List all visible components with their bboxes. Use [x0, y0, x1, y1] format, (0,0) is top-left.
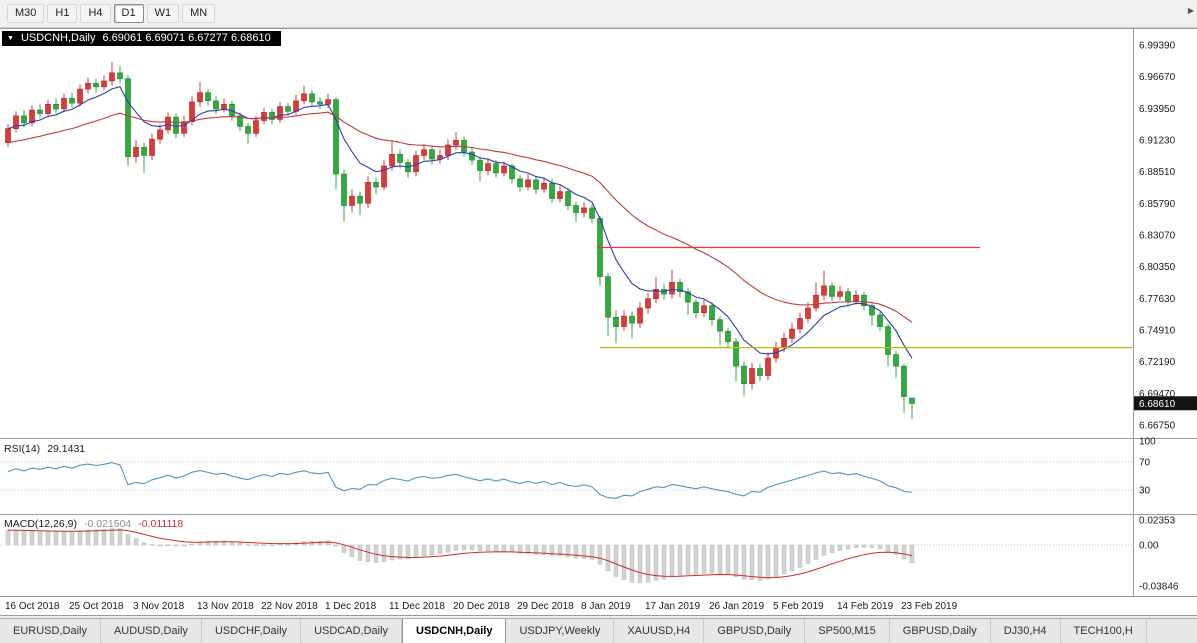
macd-signal-value: -0.011118: [138, 518, 184, 530]
chart-tabs-bar: EURUSD,Daily AUDUSD,Daily USDCHF,Daily USDC…: [0, 618, 1197, 643]
svg-text:6.74910: 6.74910: [1139, 326, 1176, 337]
timeframe-button-mn[interactable]: MN: [182, 4, 216, 23]
svg-text:20 Dec 2018: 20 Dec 2018: [453, 601, 510, 612]
svg-text:0.00: 0.00: [1139, 541, 1159, 552]
svg-text:6.88510: 6.88510: [1139, 167, 1176, 178]
macd-signal-line: [7, 529, 913, 579]
svg-text:6.80350: 6.80350: [1139, 262, 1176, 273]
svg-text:6.96670: 6.96670: [1139, 72, 1176, 83]
rsi-label: RSI(14) 29.1431: [4, 443, 85, 455]
moving-averages: [7, 86, 913, 359]
timeframe-button-d1[interactable]: D1: [113, 4, 144, 23]
rsi-indicator-value: 29.1431: [47, 443, 86, 455]
svg-text:6.93950: 6.93950: [1139, 104, 1176, 115]
svg-text:6.91230: 6.91230: [1139, 136, 1176, 147]
rsi-indicator-name: RSI(14): [4, 443, 41, 455]
svg-text:22 Nov 2018: 22 Nov 2018: [261, 601, 318, 612]
chart-tab-usdcnh-daily[interactable]: USDCNH,Daily: [402, 619, 507, 643]
chart-tab-usdchf-daily[interactable]: USDCHF,Daily: [202, 619, 302, 643]
svg-text:5 Feb 2019: 5 Feb 2019: [773, 601, 824, 612]
svg-text:6.66750: 6.66750: [1139, 421, 1176, 432]
timeframe-button-h4[interactable]: H4: [80, 4, 111, 23]
svg-text:6.85790: 6.85790: [1139, 199, 1176, 210]
svg-text:6.69470: 6.69470: [1139, 389, 1176, 400]
svg-text:25 Oct 2018: 25 Oct 2018: [69, 601, 124, 612]
chart-title-overlay: ▼ USDCNH,Daily 6.69061 6.69071 6.67277 6…: [2, 31, 281, 46]
svg-text:6.99390: 6.99390: [1139, 41, 1176, 52]
svg-text:6.72190: 6.72190: [1139, 357, 1176, 368]
chart-symbol-title: USDCNH,Daily: [20, 32, 96, 44]
svg-text:13 Nov 2018: 13 Nov 2018: [197, 601, 254, 612]
macd-histogram: [5, 528, 915, 583]
svg-text:100: 100: [1139, 437, 1156, 448]
chart-tab-xauusd-h4[interactable]: XAUUSD,H4: [614, 619, 705, 643]
chart-tab-sp500-m15[interactable]: SP500,M15: [805, 619, 890, 643]
timeframe-button-w1[interactable]: W1: [146, 4, 180, 23]
svg-text:14 Feb 2019: 14 Feb 2019: [837, 601, 894, 612]
chart-tab-gbpusd-daily[interactable]: GBPUSD,Daily: [890, 619, 991, 643]
chart-collapse-icon[interactable]: ▼: [7, 34, 14, 42]
chart-ohlc-values: 6.69061 6.69071 6.67277 6.68610: [102, 32, 271, 44]
tabs-scroll-right-icon[interactable]: ▶: [1187, 6, 1194, 15]
chart-background[interactable]: [0, 29, 1197, 615]
rsi-line: [7, 462, 913, 499]
timeframe-toolbar: M30 H1 H4 D1 W1 MN: [0, 0, 1197, 28]
timeframe-button-m30[interactable]: M30: [7, 4, 45, 23]
svg-text:29 Dec 2018: 29 Dec 2018: [517, 601, 574, 612]
chart-tab-usdcad-daily[interactable]: USDCAD,Daily: [301, 619, 403, 643]
svg-text:30: 30: [1139, 486, 1151, 497]
current-price-badge: 6.68610: [1134, 396, 1197, 411]
svg-text:6.68610: 6.68610: [1139, 399, 1176, 410]
chart-tab-gbpusd-daily[interactable]: GBPUSD,Daily: [704, 619, 806, 643]
chart-tab-dj30-h4[interactable]: DJ30,H4: [991, 619, 1061, 643]
svg-text:6.77630: 6.77630: [1139, 294, 1176, 305]
svg-text:26 Jan 2019: 26 Jan 2019: [709, 601, 764, 612]
macd-label: MACD(12,26,9) -0.021504 -0.011118: [4, 518, 183, 530]
svg-text:-0.03846: -0.03846: [1139, 581, 1179, 592]
horizontal-object-lines[interactable]: [597, 246, 1132, 349]
macd-indicator-name: MACD(12,26,9): [4, 518, 77, 530]
pane-separators[interactable]: [0, 28, 1197, 616]
svg-text:70: 70: [1139, 458, 1151, 469]
svg-text:8 Jan 2019: 8 Jan 2019: [581, 601, 631, 612]
chart-tab-eurusd-daily[interactable]: EURUSD,Daily: [0, 619, 101, 643]
svg-text:23 Feb 2019: 23 Feb 2019: [901, 601, 958, 612]
macd-main-value: -0.021504: [83, 518, 132, 530]
price-scale[interactable]: 6.99390 6.96670 6.93950 6.91230 6.88510 6.857…: [1139, 41, 1179, 593]
chart-tab-usdjpy-weekly[interactable]: USDJPY,Weekly: [506, 619, 615, 643]
svg-text:17 Jan 2019: 17 Jan 2019: [645, 601, 700, 612]
svg-text:16 Oct 2018: 16 Oct 2018: [5, 601, 60, 612]
timeframe-button-h1[interactable]: H1: [47, 4, 78, 23]
svg-text:1 Dec 2018: 1 Dec 2018: [325, 601, 377, 612]
svg-text:3 Nov 2018: 3 Nov 2018: [133, 601, 185, 612]
svg-text:0.02353: 0.02353: [1139, 515, 1176, 526]
svg-text:11 Dec 2018: 11 Dec 2018: [389, 601, 445, 612]
time-scale[interactable]: 16 Oct 2018 25 Oct 2018 3 Nov 2018 13 Nov 2…: [5, 601, 958, 612]
chart-tab-audusd-daily[interactable]: AUDUSD,Daily: [101, 619, 202, 643]
chart-tab-tech100-h[interactable]: TECH100,H: [1061, 619, 1147, 643]
svg-text:6.83070: 6.83070: [1139, 231, 1176, 242]
